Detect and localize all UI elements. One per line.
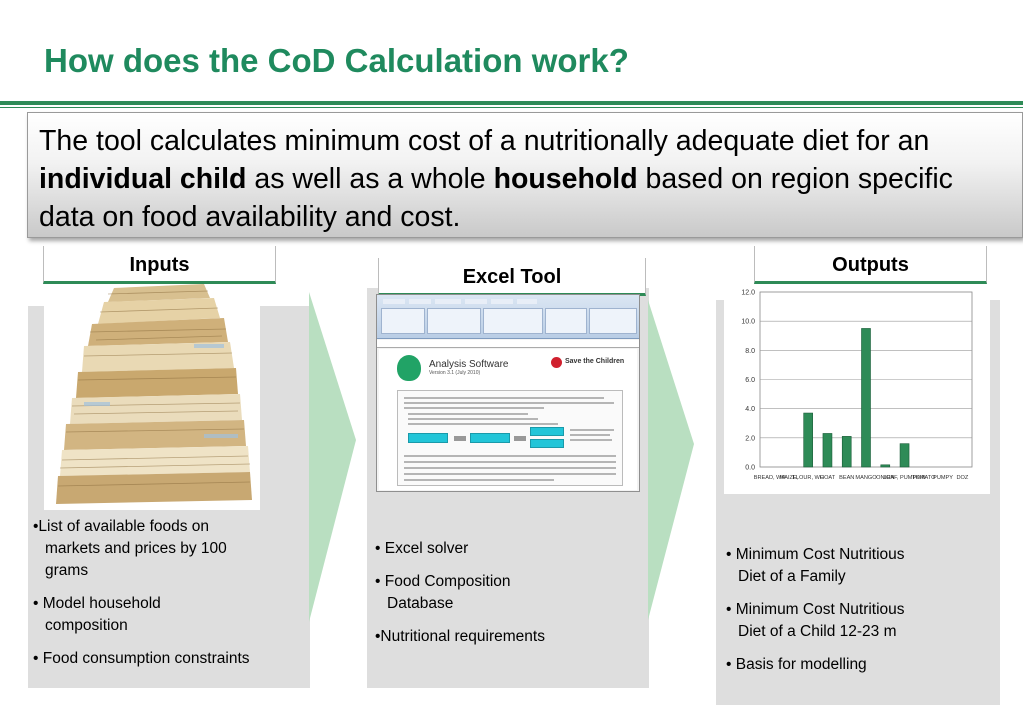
- bar: [803, 412, 813, 468]
- org-name: Save the Children: [565, 358, 625, 365]
- inputs-list: •List of available foods on markets and …: [33, 516, 305, 681]
- x-tick-label: MANGO: [855, 475, 877, 481]
- x-tick-label: TOMATO: [912, 475, 936, 481]
- summary-text-1: The tool calculates minimum cost of a nu…: [39, 125, 930, 157]
- x-tick-label: GOAT: [820, 475, 836, 481]
- software-version: Version 3.1 (July 2010): [429, 370, 481, 376]
- x-tick-label: BEAN: [839, 475, 854, 481]
- title-rule-thin: [0, 107, 1023, 108]
- tool-list: • Excel solver • Food Composition Databa…: [375, 538, 643, 659]
- x-tick-label: PUMPY: [933, 475, 953, 481]
- list-item: • Model household composition: [33, 595, 161, 634]
- y-tick-label: 10.0: [741, 319, 755, 326]
- bar: [822, 433, 833, 468]
- list-item: • Minimum Cost Nutritious Diet of a Chil…: [726, 601, 905, 640]
- flow-arrow-1-icon: [309, 292, 356, 622]
- outputs-list: • Minimum Cost Nutritious Diet of a Fami…: [726, 544, 996, 687]
- bar: [841, 436, 852, 468]
- inputs-header: Inputs: [43, 246, 276, 284]
- cod-logo-icon: [397, 355, 421, 381]
- x-tick-label: LEAF, PUMPKIN: [884, 475, 926, 481]
- y-tick-label: 4.0: [745, 406, 755, 413]
- y-tick-label: 0.0: [745, 465, 755, 472]
- x-tick-label: MAIZE,: [780, 475, 799, 481]
- y-tick-label: 12.0: [741, 290, 755, 297]
- excel-sheet: Analysis Software Version 3.1 (July 2010…: [379, 349, 637, 490]
- cost-chart: 0.0 2.0 4.0 6.0 8.0 10.0 12.0 BREAD, WH MAIZE, FL…: [724, 284, 990, 494]
- save-the-children-logo-icon: [551, 357, 562, 368]
- bar: [899, 443, 910, 468]
- summary-text-2: as well as a whole: [246, 163, 494, 195]
- paper-stack-image: [44, 284, 260, 510]
- list-item: •Nutritional requirements: [375, 628, 545, 645]
- list-item: • Excel solver: [375, 540, 469, 557]
- list-item: • Food consumption constraints: [33, 650, 250, 667]
- excel-tool-screenshot: Analysis Software Version 3.1 (July 2010…: [376, 294, 640, 492]
- y-tick-label: 8.0: [745, 348, 755, 355]
- excel-ribbon: [377, 295, 639, 339]
- instructions-box: [397, 390, 623, 486]
- x-tick-label: BREAD, WH: [754, 475, 786, 481]
- y-tick-label: 2.0: [745, 435, 755, 442]
- list-item: • Basis for modelling: [726, 656, 867, 673]
- list-item: • Minimum Cost Nutritious Diet of a Fami…: [726, 546, 905, 585]
- flow-arrow-2-icon: [648, 300, 694, 620]
- bar: [861, 328, 871, 468]
- summary-bold-household: household: [493, 163, 638, 195]
- software-title: Analysis Software: [429, 359, 509, 370]
- tool-header: Excel Tool: [378, 258, 646, 296]
- bar: [880, 464, 891, 468]
- x-tick-label: ONION: [876, 475, 894, 481]
- x-tick-label: FLOUR, WH: [792, 475, 823, 481]
- list-item: •List of available foods on markets and …: [33, 518, 227, 579]
- outputs-header: Outputs: [754, 246, 987, 284]
- summary-banner: The tool calculates minimum cost of a nu…: [27, 112, 1023, 238]
- cost-chart-svg: 0.0 2.0 4.0 6.0 8.0 10.0 12.0 BREAD, WHMAIZE,FL…: [741, 290, 973, 481]
- y-tick-label: 6.0: [745, 377, 755, 384]
- summary-text-3: based on region specific data on food av…: [39, 163, 953, 233]
- formula-bar: [377, 340, 639, 348]
- slide-title: How does the CoD Calculation work?: [44, 42, 629, 79]
- title-rule: [0, 101, 1023, 105]
- x-tick-label: DOZ: [956, 475, 968, 481]
- summary-bold-child: individual child: [39, 163, 247, 195]
- list-item: • Food Composition Database: [375, 573, 511, 612]
